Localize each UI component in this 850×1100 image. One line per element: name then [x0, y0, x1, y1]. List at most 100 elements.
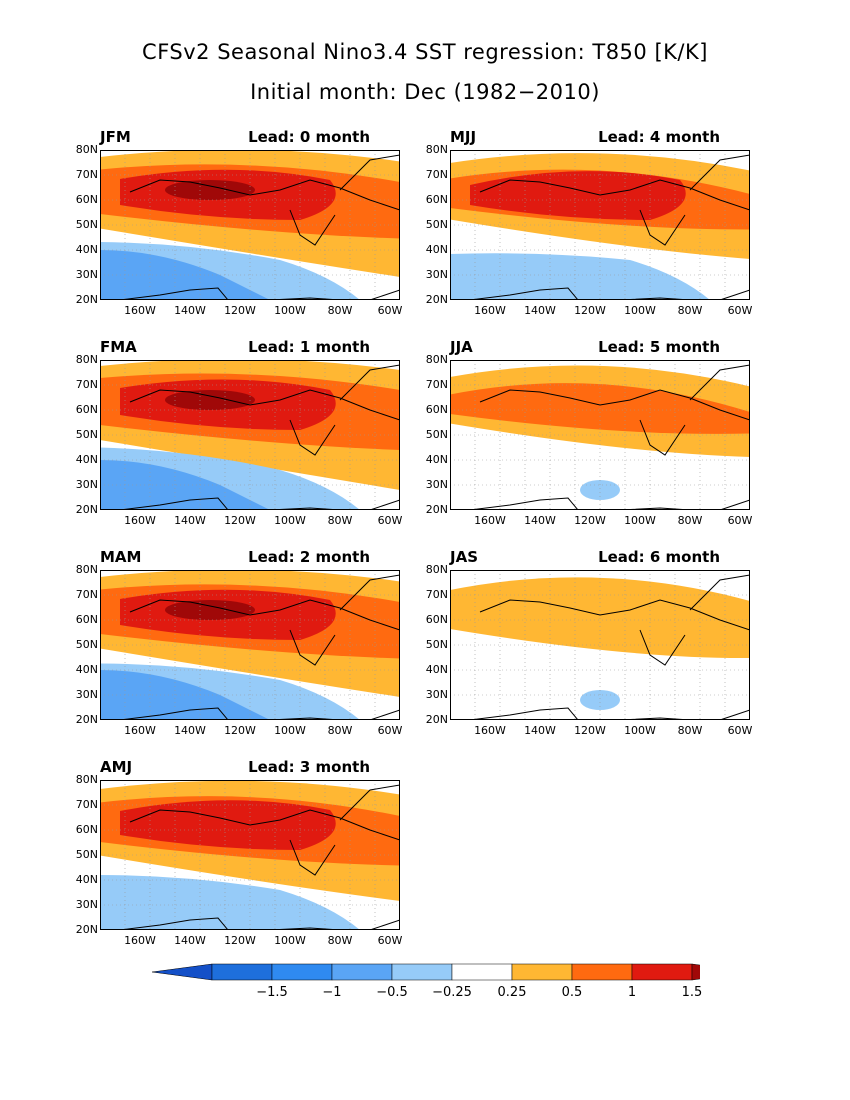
- lat-tick-label: 30N: [425, 688, 448, 701]
- lon-tick-label: 120W: [574, 514, 606, 527]
- lat-tick-label: 50N: [425, 218, 448, 231]
- lat-tick-label: 70N: [75, 588, 98, 601]
- lat-tick-label: 80N: [75, 143, 98, 156]
- anomaly-band-1-5: [165, 180, 255, 200]
- lat-tick-label: 30N: [425, 478, 448, 491]
- lon-tick-label: 100W: [274, 724, 306, 737]
- colorbar-segment: [511, 963, 573, 981]
- colorbar-tick-label: 1.5: [681, 985, 703, 1000]
- lat-tick-label: 50N: [425, 428, 448, 441]
- map-plot: [450, 150, 750, 300]
- anomaly-band-1-5: [165, 600, 255, 620]
- lat-tick-label: 80N: [425, 353, 448, 366]
- map-panel-jas: JAS Lead: 6 month 80N 70N 60N 50N 40N 30N 20N 160…: [420, 548, 770, 760]
- map-panel-mam: MAM Lead: 2 month 80N 70N 60N 50N 40N 30N 20N 160…: [70, 548, 420, 760]
- lat-tick-label: 20N: [75, 503, 98, 516]
- anomaly-band-1: [470, 171, 686, 220]
- lon-tick-label: 120W: [224, 724, 256, 737]
- lat-tick-label: 40N: [75, 243, 98, 256]
- colorbar-segment: [451, 963, 513, 981]
- coastline: [114, 784, 400, 930]
- colorbar-tick-label: −1: [322, 985, 342, 1000]
- colorbar-segment: [211, 963, 273, 981]
- colorbar-segment: [631, 963, 693, 981]
- lon-tick-label: 140W: [524, 724, 556, 737]
- lon-tick-label: 60W: [377, 514, 403, 527]
- coastline: [464, 154, 750, 300]
- lat-tick-label: 70N: [75, 168, 98, 181]
- lon-tick-label: 60W: [727, 514, 753, 527]
- lon-tick-label: 60W: [377, 934, 403, 947]
- lon-tick-label: 140W: [524, 304, 556, 317]
- anomaly-band-neg-0-25: [100, 875, 360, 930]
- coastline: [464, 364, 750, 510]
- lon-tick-label: 120W: [224, 304, 256, 317]
- map-panel-fma: FMA Lead: 1 month 80N 70N 60N 50N 40N 30N 20N 160…: [70, 338, 420, 550]
- coastline: [114, 364, 400, 510]
- colorbar-low-arrow: [151, 963, 213, 981]
- lat-tick-label: 20N: [75, 713, 98, 726]
- panel-lead-label: Lead: 0 month: [248, 128, 370, 146]
- lat-tick-label: 30N: [425, 268, 448, 281]
- lat-tick-label: 80N: [425, 143, 448, 156]
- lon-tick-label: 160W: [124, 724, 156, 737]
- colorbar-tick-label: −0.5: [376, 985, 408, 1000]
- lat-tick-label: 60N: [75, 403, 98, 416]
- lon-tick-label: 80W: [677, 514, 703, 527]
- lat-tick-label: 60N: [425, 193, 448, 206]
- colorbar-high-arrow: [691, 963, 700, 981]
- lat-tick-label: 80N: [75, 563, 98, 576]
- colorbar-tick-label: 0.25: [497, 985, 527, 1000]
- lon-tick-label: 100W: [624, 304, 656, 317]
- lat-tick-label: 50N: [75, 218, 98, 231]
- lat-tick-label: 60N: [425, 613, 448, 626]
- lat-tick-label: 30N: [75, 898, 98, 911]
- lat-tick-label: 50N: [75, 638, 98, 651]
- lon-tick-label: 60W: [377, 724, 403, 737]
- map-panel-mjj: MJJ Lead: 4 month 80N 70N 60N 50N 40N 30N 20N 160…: [420, 128, 770, 340]
- coastline: [114, 574, 400, 720]
- map-plot: [450, 570, 750, 720]
- lat-tick-label: 70N: [75, 378, 98, 391]
- lat-tick-label: 80N: [75, 773, 98, 786]
- panel-lead-label: Lead: 6 month: [598, 548, 720, 566]
- lon-tick-label: 120W: [224, 514, 256, 527]
- lon-tick-label: 100W: [274, 514, 306, 527]
- panel-season-label: MAM: [100, 548, 142, 566]
- lon-tick-label: 80W: [327, 304, 353, 317]
- map-plot: [100, 570, 400, 720]
- lon-tick-label: 140W: [524, 514, 556, 527]
- anomaly-band-1-5: [165, 390, 255, 410]
- lon-tick-label: 120W: [574, 724, 606, 737]
- map-plot: [450, 360, 750, 510]
- lon-tick-label: 160W: [124, 304, 156, 317]
- chart-title-line1: CFSv2 Seasonal Nino3.4 SST regression: T…: [142, 40, 708, 64]
- lat-tick-label: 20N: [425, 503, 448, 516]
- anomaly-band-neg-0-25: [450, 253, 710, 300]
- colorbar-segment: [271, 963, 333, 981]
- lon-tick-label: 60W: [727, 724, 753, 737]
- coastline: [464, 574, 750, 720]
- map-panel-jja: JJA Lead: 5 month 80N 70N 60N 50N 40N 30N 20N 160…: [420, 338, 770, 550]
- panel-season-label: JJA: [450, 338, 473, 356]
- lon-tick-label: 100W: [624, 514, 656, 527]
- panel-season-label: MJJ: [450, 128, 477, 146]
- lat-tick-label: 40N: [425, 663, 448, 676]
- lon-tick-label: 60W: [727, 304, 753, 317]
- lon-tick-label: 160W: [474, 724, 506, 737]
- panel-season-label: JFM: [100, 128, 131, 146]
- chart-title-line2: Initial month: Dec (1982−2010): [250, 80, 600, 104]
- lat-tick-label: 70N: [425, 378, 448, 391]
- panel-lead-label: Lead: 2 month: [248, 548, 370, 566]
- lat-tick-label: 60N: [75, 613, 98, 626]
- panel-lead-label: Lead: 4 month: [598, 128, 720, 146]
- lon-tick-label: 100W: [274, 934, 306, 947]
- colorbar-tick-label: 1: [627, 985, 637, 1000]
- lat-tick-label: 50N: [75, 428, 98, 441]
- lat-tick-label: 20N: [425, 713, 448, 726]
- panel-lead-label: Lead: 3 month: [248, 758, 370, 776]
- lon-tick-label: 140W: [174, 934, 206, 947]
- lat-tick-label: 60N: [75, 193, 98, 206]
- map-plot: [100, 780, 400, 930]
- lon-tick-label: 160W: [474, 514, 506, 527]
